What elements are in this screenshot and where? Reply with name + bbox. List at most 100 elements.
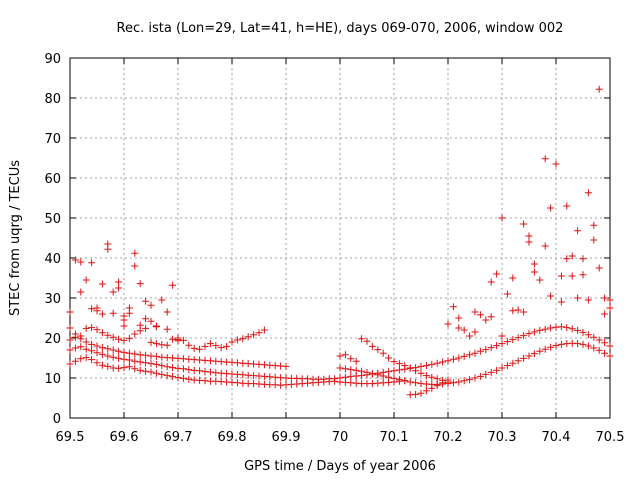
- data-point: [568, 252, 576, 260]
- data-point: [352, 357, 360, 365]
- data-point: [341, 351, 349, 359]
- data-point: [390, 358, 398, 366]
- data-point: [136, 358, 144, 366]
- data-point: [142, 359, 150, 367]
- data-point: [536, 326, 544, 334]
- data-point: [433, 375, 441, 383]
- axis-ticks: [69, 57, 611, 419]
- data-point: [77, 355, 85, 363]
- series-sat-k: [336, 376, 452, 399]
- data-point: [136, 321, 144, 329]
- data-point: [401, 362, 409, 370]
- data-point: [530, 260, 538, 268]
- data-point: [88, 347, 96, 355]
- data-point: [93, 307, 101, 315]
- data-point: [233, 336, 241, 344]
- data-point: [541, 155, 549, 163]
- data-point: [250, 331, 258, 339]
- data-point: [163, 363, 171, 371]
- x-tick-label: 70.5: [596, 430, 625, 445]
- data-point: [93, 359, 101, 367]
- data-point: [239, 335, 247, 343]
- data-point: [401, 377, 409, 385]
- series-sat-c: [66, 333, 290, 370]
- data-point: [363, 337, 371, 345]
- data-point: [120, 322, 128, 330]
- data-point: [568, 272, 576, 280]
- data-point: [142, 315, 150, 323]
- data-point: [88, 356, 96, 364]
- data-point: [169, 372, 177, 380]
- series-sat-b: [66, 343, 339, 383]
- data-point: [520, 332, 528, 340]
- data-point: [147, 338, 155, 346]
- data-point: [428, 373, 436, 381]
- data-point: [190, 344, 198, 352]
- data-point: [82, 345, 90, 353]
- data-point: [595, 346, 603, 354]
- data-point: [163, 372, 171, 380]
- data-point: [120, 364, 128, 372]
- data-point: [71, 330, 79, 338]
- data-point: [606, 352, 614, 360]
- data-point: [368, 342, 376, 350]
- data-point: [557, 272, 565, 280]
- data-point: [206, 368, 214, 376]
- data-point: [552, 160, 560, 168]
- data-point: [347, 366, 355, 374]
- y-axis-label: STEC from uqrg / TECUs: [8, 160, 23, 316]
- y-tick-label: 90: [44, 52, 61, 67]
- data-point: [547, 204, 555, 212]
- data-point: [374, 371, 382, 379]
- data-point: [460, 326, 468, 334]
- data-point: [174, 374, 182, 382]
- data-point: [514, 357, 522, 365]
- data-point: [152, 352, 160, 360]
- data-point: [206, 340, 214, 348]
- x-tick-label: 70.3: [488, 430, 517, 445]
- data-point: [158, 362, 166, 370]
- data-point: [158, 370, 166, 378]
- x-tick-label: 69.8: [218, 430, 247, 445]
- data-point: [228, 338, 236, 346]
- data-point: [260, 326, 268, 334]
- data-point: [82, 324, 90, 332]
- data-point: [503, 362, 511, 370]
- data-point: [115, 278, 123, 286]
- data-point: [341, 365, 349, 373]
- data-point: [514, 306, 522, 314]
- data-point: [169, 281, 177, 289]
- data-point: [574, 326, 582, 334]
- x-tick-label: 70: [332, 430, 349, 445]
- data-point: [163, 341, 171, 349]
- data-point: [385, 354, 393, 362]
- data-point: [579, 271, 587, 279]
- data-point: [93, 342, 101, 350]
- data-point: [498, 332, 506, 340]
- data-point: [98, 361, 106, 369]
- data-point: [412, 367, 420, 375]
- data-point: [142, 324, 150, 332]
- data-point: [444, 320, 452, 328]
- data-point: [379, 349, 387, 357]
- data-point: [125, 349, 133, 357]
- data-point: [147, 301, 155, 309]
- data-point: [590, 333, 598, 341]
- data-point: [109, 309, 117, 317]
- data-point: [482, 316, 490, 324]
- data-point: [444, 376, 452, 384]
- data-point: [574, 294, 582, 302]
- data-point: [201, 342, 209, 350]
- data-point: [520, 354, 528, 362]
- data-point: [590, 236, 598, 244]
- data-point: [66, 346, 74, 354]
- data-point: [152, 360, 160, 368]
- data-point: [77, 343, 85, 351]
- data-point: [98, 350, 106, 358]
- data-points: [66, 85, 614, 399]
- data-point: [115, 354, 123, 362]
- data-point: [601, 349, 609, 357]
- data-point: [525, 330, 533, 338]
- data-point: [131, 249, 139, 257]
- series-sat-d: [66, 324, 268, 353]
